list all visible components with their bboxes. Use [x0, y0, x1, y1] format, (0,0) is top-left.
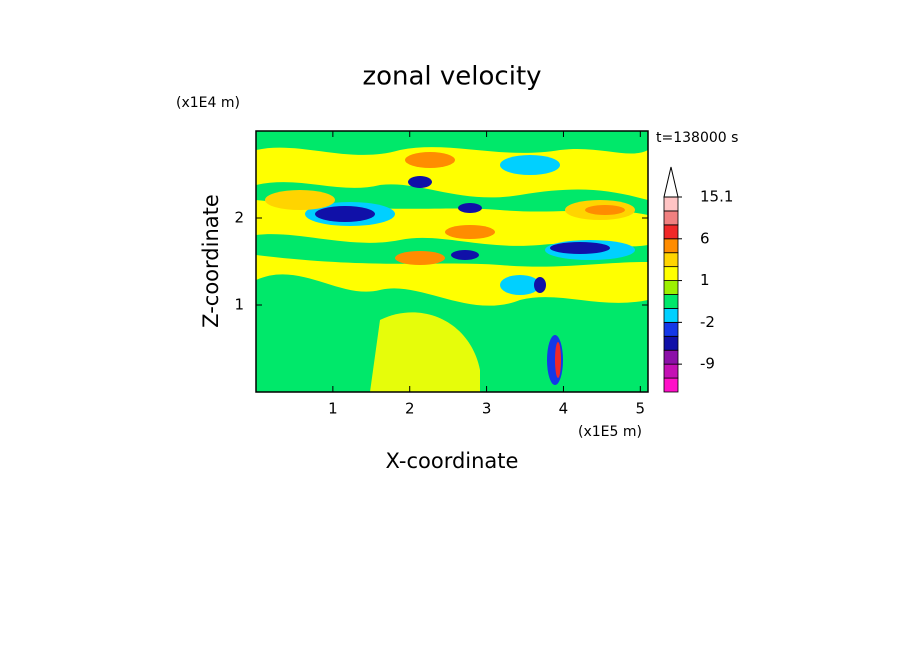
x-tick-label: 1	[328, 400, 338, 418]
contour-field	[256, 131, 648, 392]
colorbar-box	[663, 308, 679, 323]
time-label: t=138000 s	[656, 130, 738, 146]
colorbar-box	[663, 196, 679, 212]
colorbar-box	[663, 363, 679, 379]
colorbar-box	[663, 266, 679, 281]
y-tick-label: 1	[234, 296, 244, 314]
colorbar-box	[663, 321, 679, 337]
colorbar-box	[663, 280, 679, 295]
x-tick-label: 2	[405, 400, 415, 418]
colorbar-box	[663, 377, 679, 393]
colorbar-box	[663, 210, 679, 226]
colorbar-box	[663, 349, 679, 365]
colorbar-label: 6	[700, 229, 710, 247]
colorbar-extend	[663, 166, 679, 198]
plot-frame	[255, 130, 649, 393]
x-tick-label: 5	[636, 400, 646, 418]
colorbar-label: 15.1	[700, 188, 733, 206]
y-tick-label: 2	[234, 209, 244, 227]
x-tick-label: 3	[482, 400, 492, 418]
y-axis-label: Z-coordinate	[199, 194, 223, 328]
colorbar-box	[663, 294, 679, 309]
x-tick-label: 4	[559, 400, 569, 418]
colorbar-box	[663, 252, 679, 268]
colorbar-box	[663, 238, 679, 254]
colorbar-label: 1	[700, 271, 710, 289]
colorbar-box	[663, 224, 679, 240]
chart-title: zonal velocity	[362, 62, 541, 92]
x-axis-label: X-coordinate	[386, 449, 519, 473]
colorbar-label: -2	[700, 313, 715, 331]
x-unit: (x1E5 m)	[578, 424, 642, 440]
colorbar-box	[663, 335, 679, 351]
y-unit: (x1E4 m)	[176, 95, 240, 111]
colorbar-label: -9	[700, 355, 715, 373]
